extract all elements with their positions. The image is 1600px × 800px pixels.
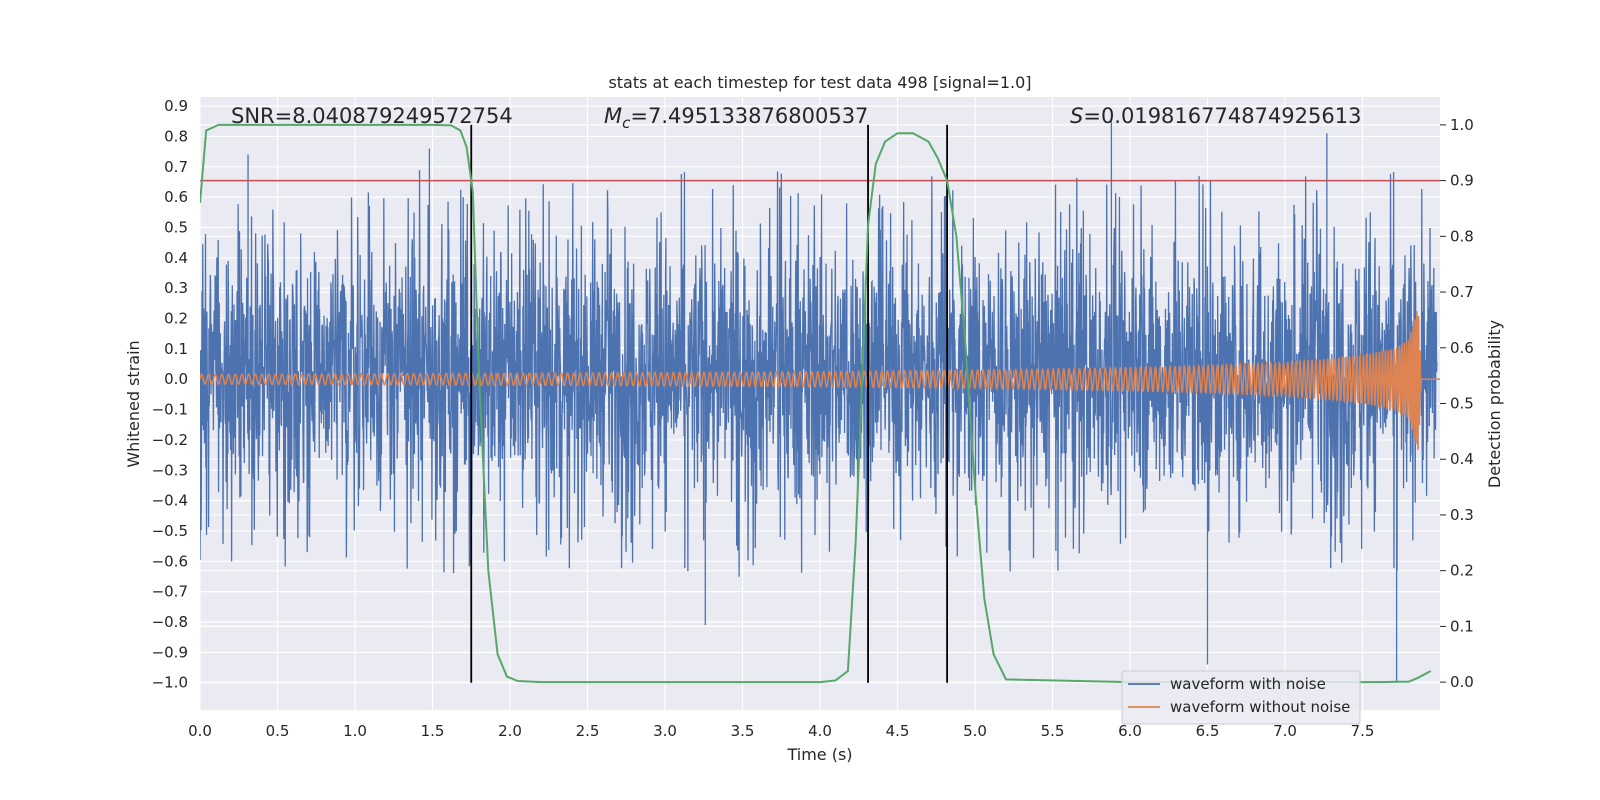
x-tick-label: 7.0 — [1273, 722, 1297, 740]
y-right-tick-label: 0.3 — [1450, 506, 1474, 524]
x-tick-label: 1.0 — [343, 722, 367, 740]
x-tick-label: 5.0 — [963, 722, 987, 740]
y-left-tick-label: −0.2 — [152, 431, 188, 449]
y-right-tick-label: 0.4 — [1450, 450, 1474, 468]
y-right-tick-label: 0.6 — [1450, 339, 1474, 357]
s-symbol: S — [1070, 104, 1083, 128]
y-left-tick-label: −0.9 — [152, 643, 188, 661]
x-tick-label: 0.5 — [266, 722, 290, 740]
legend-label-noise: waveform with noise — [1170, 675, 1326, 693]
y-left-tick-label: 0.1 — [164, 340, 188, 358]
y-left-tick-label: 0.7 — [164, 158, 188, 176]
y-left-tick-label: −0.3 — [152, 461, 188, 479]
series-waveform-without-noise — [200, 311, 1440, 450]
y-left-tick-label: −1.0 — [152, 674, 188, 692]
series-detection-probability — [200, 123, 1432, 684]
y-right-axis-label: Detection probability — [1485, 320, 1504, 488]
legend-box — [1121, 670, 1361, 725]
legend-label-clean: waveform without noise — [1170, 698, 1350, 716]
y-left-tick-label: −0.7 — [152, 583, 188, 601]
y-left-axis-label: Whitened strain — [124, 340, 143, 467]
noise-waveform-line — [200, 121, 1438, 683]
y-right-tick-label: 0.2 — [1450, 562, 1474, 580]
x-tick-label: 1.5 — [421, 722, 445, 740]
y-left-tick-label: −0.8 — [152, 613, 188, 631]
y-left-tick-label: 0.4 — [164, 249, 188, 267]
y-left-tick-label: 0.8 — [164, 127, 188, 145]
series-waveform-with-noise — [200, 121, 1438, 683]
y-left-tick-label: 0.0 — [164, 370, 188, 388]
chart-title: stats at each timestep for test data 498… — [608, 73, 1031, 92]
y-left-tick-label: 0.3 — [164, 279, 188, 297]
x-tick-label: 0.0 — [188, 722, 212, 740]
y-right-tick-label: 0.0 — [1450, 673, 1474, 691]
x-tick-label: 3.5 — [731, 722, 755, 740]
y-left-tick-labels: 0.9 0.8 0.7 0.6 0.5 0.4 0.3 0.2 0.1 0.0 −0.1 −0.2 −0… — [152, 97, 188, 692]
chirp-mass-subscript: c — [622, 114, 631, 132]
y-left-tick-label: 0.9 — [164, 97, 188, 115]
y-left-tick-label: 0.5 — [164, 218, 188, 236]
y-left-tick-label: 0.2 — [164, 310, 188, 328]
y-left-tick-label: −0.6 — [152, 552, 188, 570]
legend: waveform with noise waveform without noi… — [1121, 670, 1361, 725]
x-tick-label: 4.5 — [886, 722, 910, 740]
y-left-tick-label: −0.4 — [152, 492, 188, 510]
y-right-tick-label: 0.5 — [1450, 395, 1474, 413]
chirp-mass-value: =7.495133876800537 — [630, 104, 868, 128]
y-left-tick-label: −0.1 — [152, 401, 188, 419]
y-right-tick-labels: 1.0 0.9 0.8 0.7 0.6 0.5 0.4 0.3 0.2 0.1 0.0 — [1440, 116, 1474, 691]
x-tick-label: 7.5 — [1351, 722, 1375, 740]
chirp-mass-annotation: Mc=7.495133876800537 — [604, 104, 868, 132]
s-value: =0.019816774874925613 — [1083, 104, 1361, 128]
snr-annotation: SNR=8.040879249572754 — [231, 104, 513, 128]
y-right-tick-label: 0.8 — [1450, 227, 1474, 245]
chirp-mass-symbol: M — [604, 104, 622, 128]
y-left-tick-label: 0.6 — [164, 188, 188, 206]
y-right-tick-label: 0.7 — [1450, 283, 1474, 301]
clean-waveform-line — [200, 311, 1440, 450]
y-left-tick-label: −0.5 — [152, 522, 188, 540]
x-axis-label: Time (s) — [786, 745, 852, 764]
s-annotation: S=0.019816774874925613 — [1070, 104, 1361, 128]
x-tick-labels: 0.0 0.5 1.0 1.5 2.0 2.5 3.0 3.5 4.0 4.5 5.0 5.5 6.0 6… — [188, 722, 1374, 740]
y-right-tick-label: 1.0 — [1450, 116, 1474, 134]
y-right-tick-label: 0.1 — [1450, 617, 1474, 635]
x-tick-label: 6.0 — [1118, 722, 1142, 740]
x-tick-label: 2.0 — [498, 722, 522, 740]
x-tick-label: 2.5 — [576, 722, 600, 740]
x-tick-label: 5.5 — [1041, 722, 1065, 740]
x-tick-label: 6.5 — [1196, 722, 1220, 740]
x-tick-label: 3.0 — [653, 722, 677, 740]
y-right-tick-label: 0.9 — [1450, 172, 1474, 190]
probability-line — [200, 123, 1432, 684]
x-tick-label: 4.0 — [808, 722, 832, 740]
